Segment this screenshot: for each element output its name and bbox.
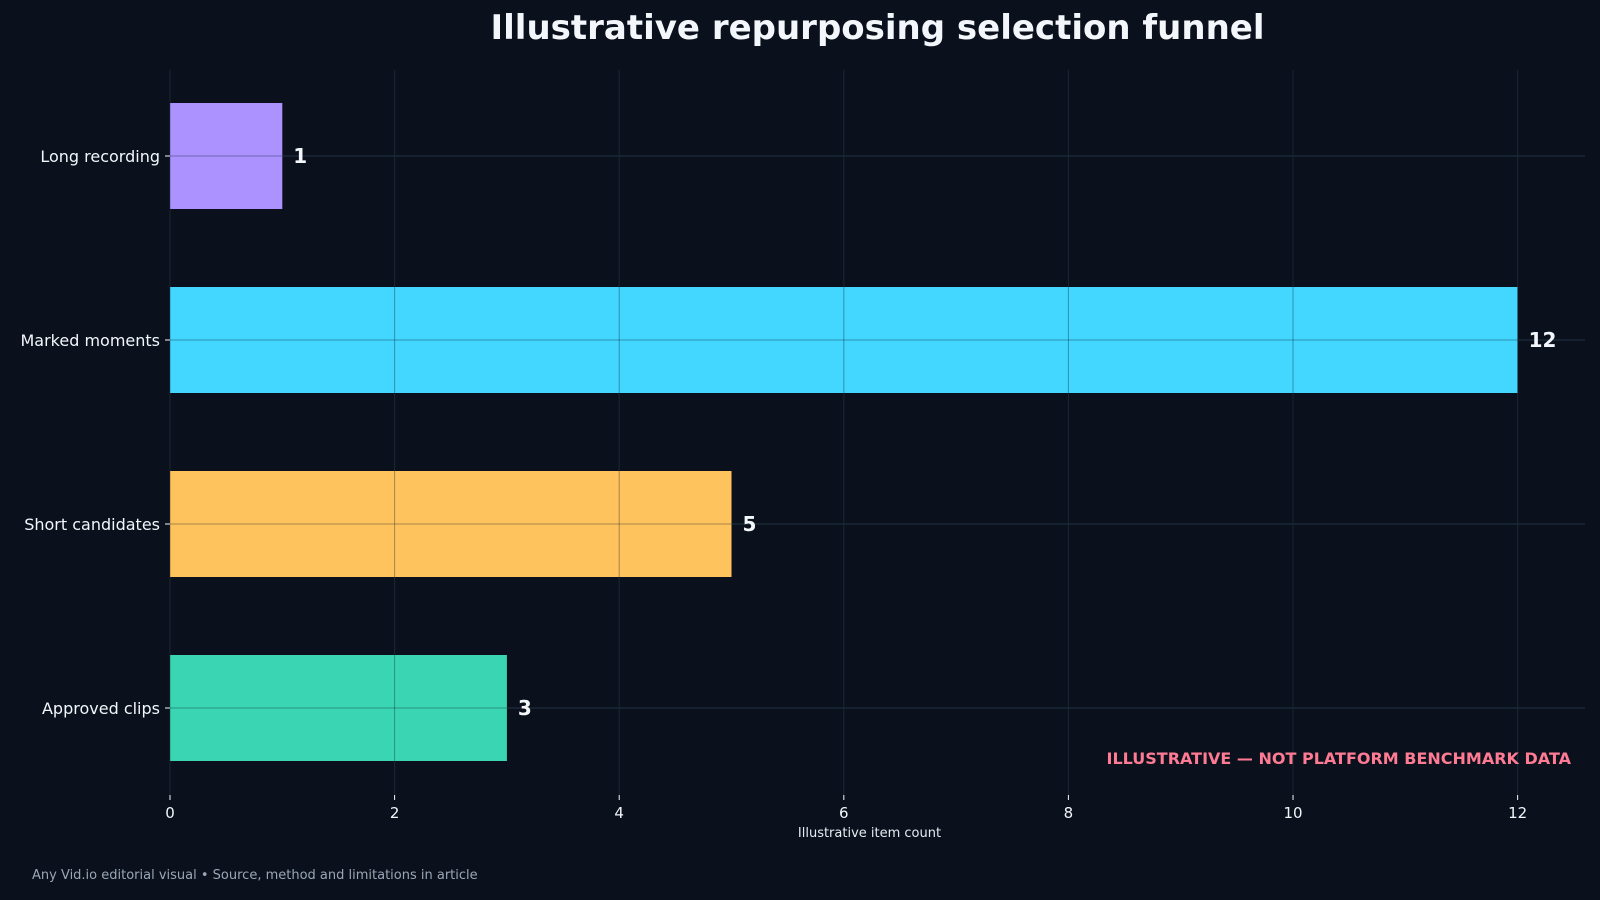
category-label: Marked moments (20, 331, 160, 350)
bar-short-candidates (170, 471, 732, 577)
bar-marked-moments (170, 287, 1518, 393)
category-label: Approved clips (42, 699, 160, 718)
x-axis-label: Illustrative item count (798, 826, 941, 841)
x-tick-label: 12 (1508, 804, 1527, 822)
bar-long-recording (170, 103, 283, 209)
value-label: 1 (293, 144, 307, 168)
labels: 0 2 4 6 8 10 12 Long recording 1 Marked moments 12… (20, 144, 1556, 822)
x-tick-label: 0 (165, 804, 175, 822)
bars (170, 103, 1518, 761)
category-label: Short candidates (24, 515, 160, 534)
chart-title: Illustrative repurposing selection funne… (490, 8, 1265, 48)
overlay-grid-lines (169, 70, 1519, 795)
category-label: Long recording (40, 147, 160, 166)
value-label: 12 (1529, 328, 1557, 352)
bar-approved-clips (170, 655, 507, 761)
x-tick-label: 2 (390, 804, 400, 822)
illustrative-watermark: ILLUSTRATIVE — NOT PLATFORM BENCHMARK DA… (1107, 749, 1572, 768)
x-tick-label: 6 (839, 804, 849, 822)
x-tick-label: 4 (614, 804, 624, 822)
x-tick-label: 10 (1283, 804, 1302, 822)
value-label: 5 (743, 512, 757, 536)
footer-note: Any Vid.io editorial visual • Source, me… (32, 868, 478, 883)
value-label: 3 (518, 696, 532, 720)
x-tick-label: 8 (1064, 804, 1074, 822)
